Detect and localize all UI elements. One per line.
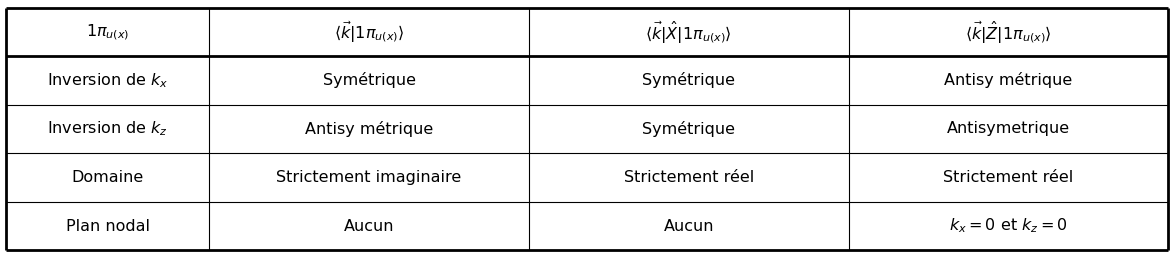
Bar: [529, 56, 849, 105]
Bar: [209, 105, 528, 153]
Bar: [209, 8, 528, 56]
Text: Inversion de $k_z$: Inversion de $k_z$: [47, 120, 168, 138]
Text: $\langle\vec{k}|\hat{Z}|1\pi_{u(x)}\rangle$: $\langle\vec{k}|\hat{Z}|1\pi_{u(x)}\rang…: [965, 19, 1052, 45]
Bar: [849, 105, 1168, 153]
Text: Symétrique: Symétrique: [323, 72, 416, 88]
Text: $1\pi_{u(x)}$: $1\pi_{u(x)}$: [86, 22, 129, 42]
Text: Strictement réel: Strictement réel: [943, 170, 1073, 185]
Text: Symétrique: Symétrique: [642, 72, 735, 88]
Text: Symétrique: Symétrique: [642, 121, 735, 137]
Text: Inversion de $k_x$: Inversion de $k_x$: [47, 71, 168, 90]
Bar: [529, 8, 849, 56]
Bar: [209, 202, 528, 250]
Text: Antisy métrique: Antisy métrique: [305, 121, 433, 137]
Bar: [849, 202, 1168, 250]
Bar: [849, 8, 1168, 56]
Bar: [209, 153, 528, 202]
Bar: [6, 8, 209, 56]
Text: Antisy métrique: Antisy métrique: [944, 72, 1072, 88]
Text: $\langle\vec{k}|1\pi_{u(x)}\rangle$: $\langle\vec{k}|1\pi_{u(x)}\rangle$: [333, 20, 404, 44]
Text: $\langle\vec{k}|\hat{X}|1\pi_{u(x)}\rangle$: $\langle\vec{k}|\hat{X}|1\pi_{u(x)}\rang…: [646, 19, 733, 45]
Text: Strictement réel: Strictement réel: [623, 170, 754, 185]
Bar: [529, 105, 849, 153]
Bar: [529, 153, 849, 202]
Bar: [849, 153, 1168, 202]
Bar: [209, 56, 528, 105]
Bar: [849, 56, 1168, 105]
Text: Aucun: Aucun: [344, 219, 394, 233]
Text: $k_x = 0$ et $k_z = 0$: $k_x = 0$ et $k_z = 0$: [949, 217, 1067, 235]
Text: Plan nodal: Plan nodal: [66, 219, 149, 233]
Text: Aucun: Aucun: [663, 219, 714, 233]
Bar: [6, 105, 209, 153]
Bar: [529, 202, 849, 250]
Text: Strictement imaginaire: Strictement imaginaire: [276, 170, 461, 185]
Bar: [6, 202, 209, 250]
Bar: [6, 56, 209, 105]
Text: Antisymetrique: Antisymetrique: [946, 122, 1070, 136]
Text: Domaine: Domaine: [72, 170, 143, 185]
Bar: [6, 153, 209, 202]
